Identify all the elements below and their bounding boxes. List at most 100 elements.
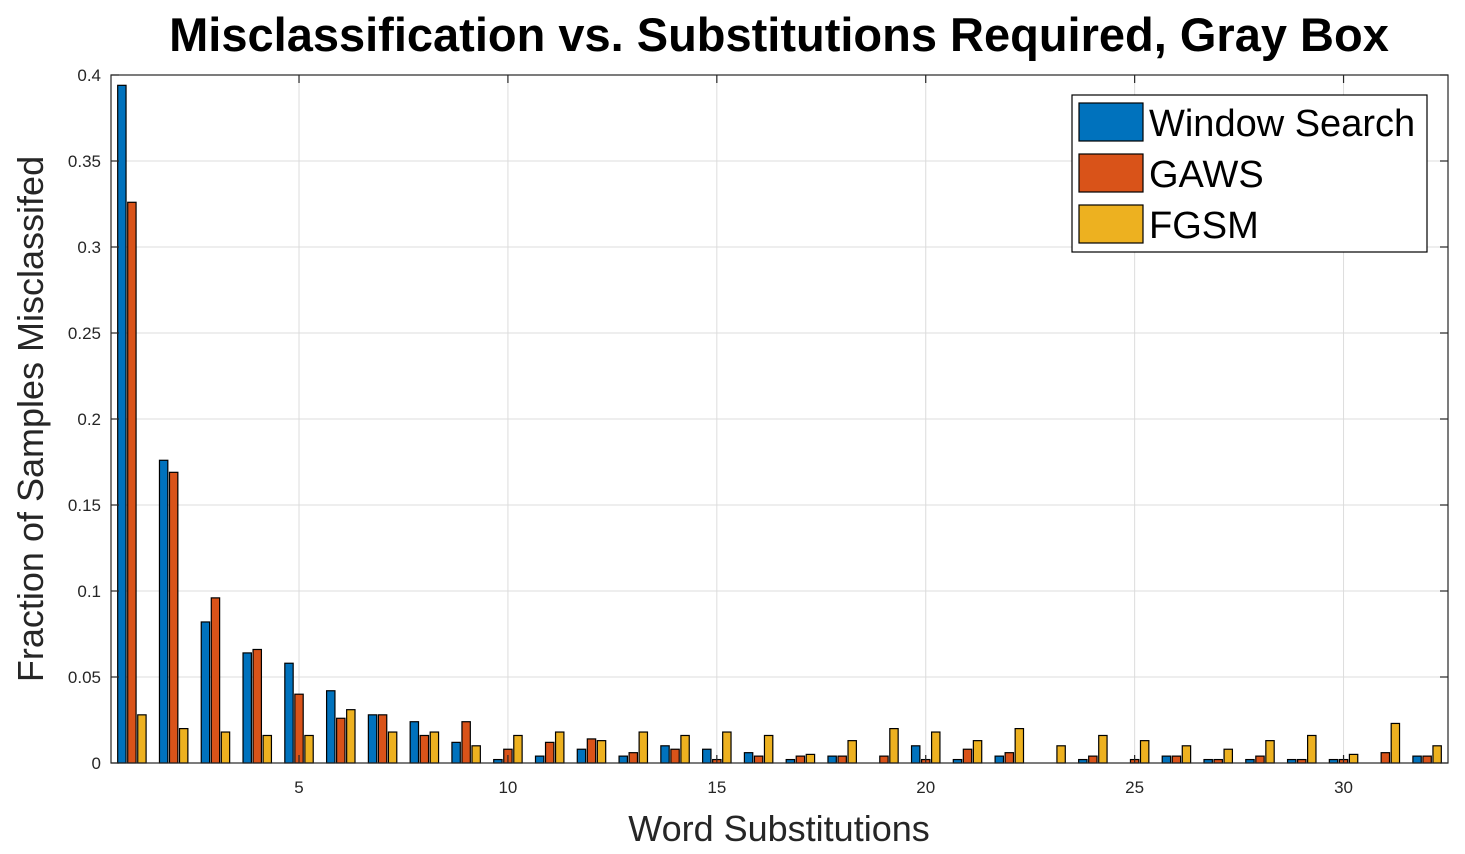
bar-fgsm xyxy=(1056,745,1066,764)
legend-swatch xyxy=(1078,204,1144,244)
bar-window-search xyxy=(284,662,294,764)
bar-window-search xyxy=(409,721,420,764)
bar-window-search xyxy=(910,745,921,764)
bar-fgsm xyxy=(346,709,356,764)
bar-gaws xyxy=(962,748,973,764)
bar-fgsm xyxy=(262,734,273,764)
bar-gaws xyxy=(1171,755,1182,764)
bar-fgsm xyxy=(137,714,147,764)
bar-window-search xyxy=(702,748,712,764)
bar-gaws xyxy=(252,648,263,764)
bar-fgsm xyxy=(1348,753,1359,764)
bar-fgsm xyxy=(805,753,816,764)
bar-fgsm xyxy=(429,731,440,764)
bar-window-search xyxy=(200,621,211,764)
legend-label: Window Search xyxy=(1149,103,1415,145)
chart-title: Misclassification vs. Substitutions Requ… xyxy=(169,8,1389,61)
bar-fgsm xyxy=(1265,740,1275,764)
bar-gaws xyxy=(210,597,221,764)
bar-fgsm xyxy=(638,731,649,764)
bar-fgsm xyxy=(930,731,941,764)
y-tick-label: 0 xyxy=(92,754,101,773)
bar-window-search xyxy=(1161,755,1172,764)
legend-swatch xyxy=(1078,102,1144,142)
bar-gaws xyxy=(586,738,597,764)
bar-window-search xyxy=(660,745,670,764)
bar-window-search xyxy=(618,755,629,764)
y-tick-label: 0.3 xyxy=(77,238,101,257)
bar-gaws xyxy=(1380,752,1391,764)
y-axis-label: Fraction of Samples Misclassifed xyxy=(10,156,51,682)
bar-window-search xyxy=(743,752,754,764)
y-tick-label: 0.25 xyxy=(68,324,101,343)
bar-fgsm xyxy=(680,734,690,764)
bar-fgsm xyxy=(513,734,523,764)
bar-gaws xyxy=(294,693,304,764)
bar-fgsm xyxy=(220,731,231,764)
bar-window-search xyxy=(117,84,127,764)
bar-fgsm xyxy=(387,731,398,764)
bar-fgsm xyxy=(1139,740,1150,764)
bar-gaws xyxy=(461,721,471,764)
bar-fgsm xyxy=(972,740,983,764)
bar-gaws xyxy=(879,755,889,764)
bar-fgsm xyxy=(1307,734,1317,764)
x-tick-label: 15 xyxy=(707,778,726,797)
y-tick-label: 0.1 xyxy=(77,582,101,601)
bar-gaws xyxy=(544,741,555,764)
legend-swatch xyxy=(1078,153,1144,193)
legend-label: FGSM xyxy=(1149,205,1259,247)
bar-fgsm xyxy=(1390,722,1401,764)
legend: Window Search GAWS FGSM xyxy=(1071,94,1428,253)
bar-window-search xyxy=(325,690,336,764)
bar-gaws xyxy=(670,748,680,764)
bar-fgsm xyxy=(1014,727,1025,764)
y-tick-label: 0.05 xyxy=(68,668,101,687)
x-tick-label: 20 xyxy=(916,778,935,797)
bar-gaws xyxy=(168,471,179,764)
x-axis-label: Word Substitutions xyxy=(628,808,929,849)
bar-gaws xyxy=(419,734,430,764)
bar-window-search xyxy=(367,714,378,764)
y-tick-label: 0.2 xyxy=(77,410,101,429)
bar-gaws xyxy=(837,755,847,764)
bar-gaws xyxy=(127,201,137,764)
bar-fgsm xyxy=(722,731,732,764)
y-tick-label: 0.4 xyxy=(77,66,101,85)
bar-fgsm xyxy=(1098,734,1108,764)
bar-gaws xyxy=(377,714,388,764)
bar-gaws xyxy=(628,752,639,764)
bars xyxy=(117,84,1442,764)
bar-fgsm xyxy=(1223,748,1234,764)
bar-window-search xyxy=(451,741,461,764)
bar-fgsm xyxy=(847,740,857,764)
bar-fgsm xyxy=(596,740,607,764)
bar-window-search xyxy=(242,652,252,764)
bar-fgsm xyxy=(304,734,314,764)
y-tick-label: 0.35 xyxy=(68,152,101,171)
bar-gaws xyxy=(1422,755,1432,764)
bar-fgsm xyxy=(471,745,481,764)
bar-gaws xyxy=(1004,752,1015,764)
bar-gaws xyxy=(1255,755,1265,764)
bar-fgsm xyxy=(554,731,565,764)
grid-lines xyxy=(111,74,1448,764)
bar-fgsm xyxy=(763,734,774,764)
bar-window-search xyxy=(576,748,587,764)
bar-fgsm xyxy=(1432,745,1442,764)
bar-gaws xyxy=(336,717,346,764)
legend-label: GAWS xyxy=(1149,154,1264,196)
bar-window-search xyxy=(827,755,837,764)
bar-window-search xyxy=(158,459,169,764)
x-tick-label: 25 xyxy=(1125,778,1144,797)
axis-ticks: 0 0.05 0.1 0.15 0.2 0.25 0.3 0.35 0.4 5 10 15 20 25 30 xyxy=(68,66,1448,797)
bar-window-search xyxy=(534,755,545,764)
bar-window-search xyxy=(1412,755,1422,764)
bar-fgsm xyxy=(178,727,189,764)
x-tick-label: 10 xyxy=(498,778,517,797)
bar-gaws xyxy=(1088,755,1098,764)
bar-gaws xyxy=(753,755,764,764)
x-tick-label: 5 xyxy=(294,778,303,797)
bar-fgsm xyxy=(1181,745,1192,764)
